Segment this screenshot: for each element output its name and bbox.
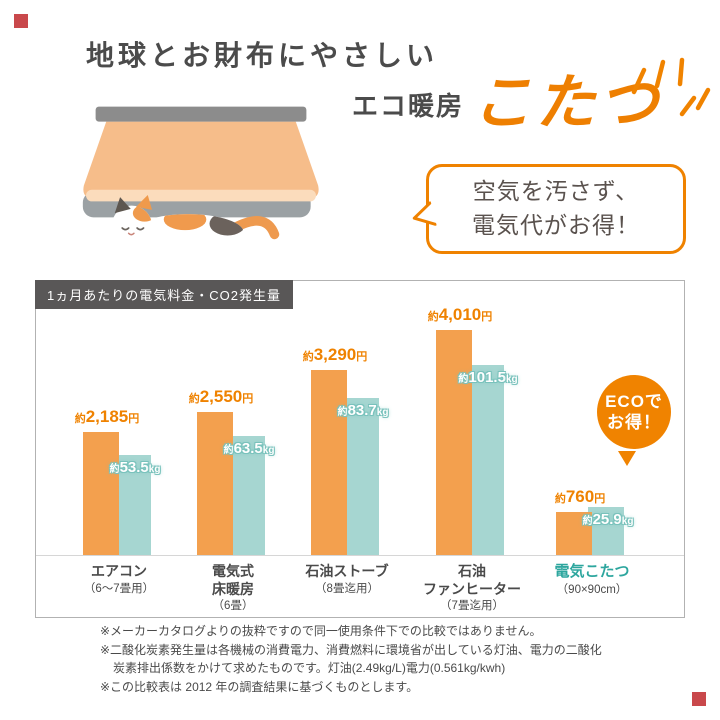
bubble-line-1: 空気を汚さず、 xyxy=(472,178,640,204)
bubble-line-2: 電気代がお得！ xyxy=(472,213,640,238)
eco-badge-arrow-icon xyxy=(618,451,636,466)
co2-value-label: 約83.7kg xyxy=(337,402,389,419)
footnote-3: ※この比較表は 2012 年の調査結果に基づくものとします。 xyxy=(100,679,419,694)
emphasis-strokes-icon xyxy=(631,57,711,117)
chart-bars-area: 約2,185円約53.5kg エアコン （6～7畳用） 約2,550円約63.5kg 電… xyxy=(36,281,684,612)
speech-bubble-tail xyxy=(412,201,437,226)
speech-bubble: 空気を汚さず、 電気代がお得！ xyxy=(412,164,686,254)
cat-orange-patch xyxy=(163,214,207,231)
cat-ear-left xyxy=(114,197,131,214)
corner-mark-top-left xyxy=(14,14,28,28)
category-label: 電気式 床暖房 （6畳） xyxy=(212,563,254,612)
price-value-label: 約760円 xyxy=(554,487,606,506)
price-bar xyxy=(311,370,347,555)
co2-value-label: 約63.5kg xyxy=(223,440,275,457)
co2-value-label: 約53.5kg xyxy=(109,459,161,476)
chart-title-badge: 1ヵ月あたりの電気料金・CO2発生量 xyxy=(35,280,293,309)
co2-bar xyxy=(343,398,379,555)
cat-mouth xyxy=(127,232,135,236)
headline: 地球とお財布にやさしい xyxy=(86,40,439,71)
price-bar xyxy=(83,432,119,555)
kotatsu-futon-hem xyxy=(86,189,316,202)
footnote-2: ※二酸化炭素発生量は各機械の消費電力、消費燃料に環境省が出している灯油、電力の二… xyxy=(100,642,602,657)
category-label: 石油 ファンヒーター （7畳迄用） xyxy=(423,563,521,612)
co2-value-label: 約25.9kg xyxy=(582,511,634,528)
category-label: エアコン （6～7畳用） xyxy=(83,563,155,595)
footnote-2-continued: 炭素排出係数をかけて求めたものです。灯油(2.49kg/L)電力(0.561kg… xyxy=(113,661,506,676)
footnotes: ※メーカーカタログよりの抜粋ですので同一使用条件下での比較ではありません。 ※二… xyxy=(100,622,660,696)
price-bar xyxy=(197,412,233,555)
price-value-label: 約2,185円 xyxy=(74,407,140,426)
cat-ear-right xyxy=(136,195,153,210)
corner-mark-bottom-right xyxy=(692,692,706,706)
kotatsu-futon xyxy=(83,121,319,200)
price-bar xyxy=(436,330,472,555)
cat-paw xyxy=(125,242,147,252)
eco-badge: ECOで お得！ xyxy=(597,375,671,449)
price-value-label: 約4,010円 xyxy=(427,305,493,324)
co2-value-label: 約101.5kg xyxy=(458,369,518,386)
category-label: 石油ストーブ （8畳迄用） xyxy=(305,563,389,595)
price-bar xyxy=(556,512,592,555)
eco-badge-line-2: お得！ xyxy=(607,413,661,432)
category-label: 電気こたつ （90×90cm） xyxy=(554,563,630,596)
price-value-label: 約3,290円 xyxy=(302,345,368,364)
kotatsu-cat-illustration xyxy=(82,106,319,252)
co2-bar xyxy=(115,455,151,555)
eco-badge-line-1: ECOで xyxy=(605,391,663,411)
subtitle: エコ暖房 xyxy=(352,91,465,121)
footnote-1: ※メーカーカタログよりの抜粋ですので同一使用条件下での比較ではありません。 xyxy=(100,624,542,638)
comparison-chart: 1ヵ月あたりの電気料金・CO2発生量 約2,185円約53.5kg エアコン （6～… xyxy=(35,280,685,618)
price-value-label: 約2,550円 xyxy=(188,387,254,406)
co2-bar xyxy=(588,507,624,555)
cat-paw xyxy=(104,240,126,250)
product-name: こたつ xyxy=(472,68,661,138)
cat-closed-eyes xyxy=(121,227,145,231)
kotatsu-tabletop xyxy=(95,106,307,122)
co2-bar xyxy=(468,365,504,555)
co2-bar xyxy=(229,436,265,555)
